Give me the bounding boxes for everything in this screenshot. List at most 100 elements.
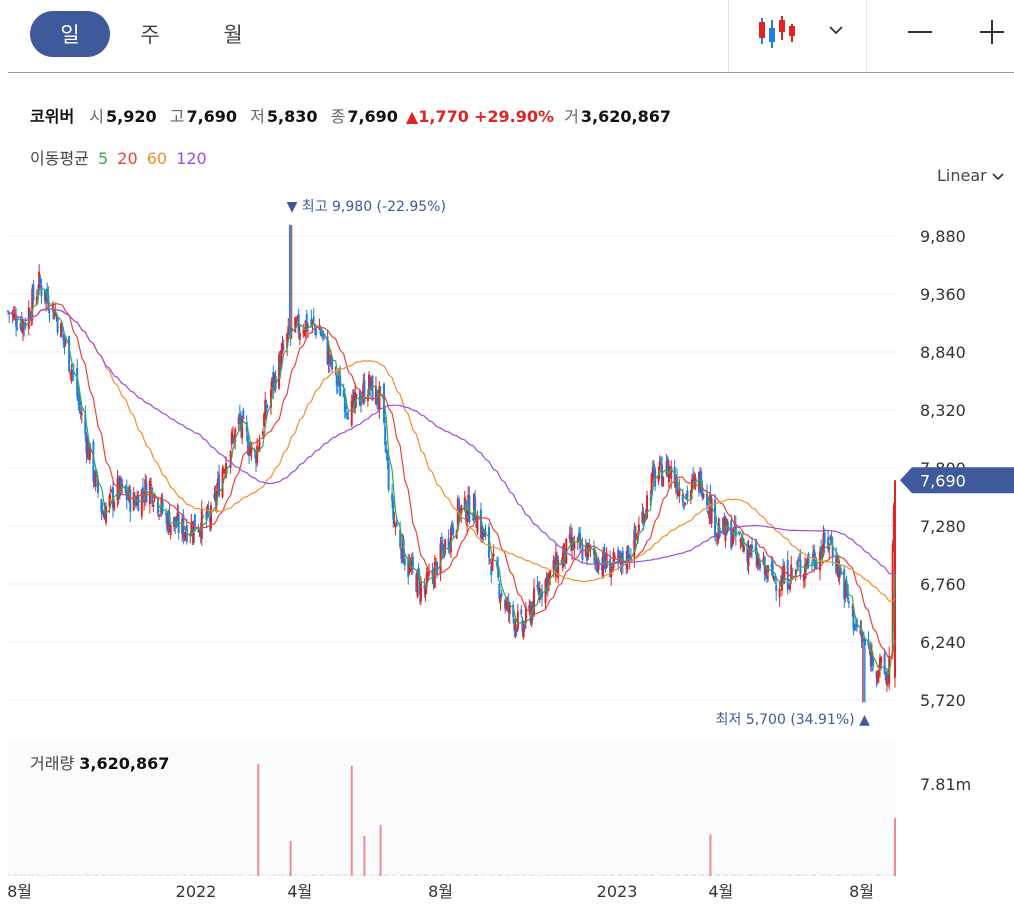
candle-body [643, 514, 646, 521]
candle-body [346, 413, 349, 416]
change-value: 1,770 [418, 107, 469, 126]
candle-body [331, 357, 334, 370]
candle-body [868, 651, 871, 653]
candle-body [53, 309, 56, 320]
candle-body [852, 607, 855, 630]
candle-body [47, 295, 50, 311]
candle-body [508, 603, 511, 614]
x-tick-label: 2022 [176, 882, 217, 901]
candle-body [487, 527, 490, 558]
candle-body [94, 472, 97, 488]
candle-body [418, 579, 421, 595]
candle-body [661, 464, 664, 487]
ma-line-120 [7, 308, 896, 575]
candle-body [506, 600, 509, 608]
candle-body [426, 575, 429, 579]
candle-body [40, 285, 43, 297]
candle-body [118, 478, 121, 497]
candle-body [261, 431, 264, 435]
candle-body [185, 525, 188, 543]
candle-body [85, 436, 88, 454]
ma-120[interactable]: 120 [176, 149, 207, 168]
scale-mode-dropdown[interactable]: Linear [937, 166, 1005, 185]
candle-body [223, 471, 226, 474]
candle-body [143, 500, 146, 502]
candle-body [674, 483, 677, 487]
candle-body [281, 343, 284, 350]
candle-body [72, 372, 75, 375]
chevron-down-icon[interactable] [826, 20, 846, 40]
candle-body [731, 538, 734, 547]
ma-5[interactable]: 5 [97, 149, 109, 168]
candle-body [460, 505, 463, 515]
candlestick-icon[interactable] [756, 14, 796, 50]
candle-body [665, 460, 668, 475]
x-tick-label: 8월 [428, 882, 453, 901]
candle-body [880, 657, 883, 663]
candle-body [463, 496, 466, 510]
candle-body [705, 493, 708, 506]
candle-body [76, 367, 79, 397]
candle-body [689, 490, 692, 499]
candle-body [61, 328, 64, 333]
candle-body [249, 448, 252, 456]
candle-body [343, 395, 346, 413]
candle-body [860, 629, 863, 639]
minus-icon[interactable] [900, 12, 940, 52]
ma-60[interactable]: 60 [146, 149, 168, 168]
candle-body [265, 405, 268, 412]
tab-daily[interactable]: 일 [30, 11, 110, 57]
candle-body [424, 588, 427, 594]
candle-body [415, 574, 418, 592]
candle-body [490, 565, 493, 575]
candle-body [464, 500, 467, 523]
candle-body [144, 479, 147, 497]
tab-weekly[interactable]: 주 [140, 23, 160, 47]
candle-body [670, 467, 673, 479]
candle-body [707, 512, 710, 514]
ma-20[interactable]: 20 [117, 149, 138, 168]
candle-body [836, 558, 839, 574]
candle-body [28, 311, 31, 319]
candle-body [536, 584, 539, 588]
price-chart[interactable]: 9,8809,3608,8408,3207,8007,2806,7606,240… [0, 190, 1014, 909]
candle-body [312, 317, 315, 322]
candle-body [560, 560, 563, 565]
candle-body [827, 537, 830, 550]
candle-body [15, 317, 18, 327]
ma-line-5 [7, 287, 896, 675]
candle-body [410, 560, 413, 570]
candle-body [498, 583, 501, 599]
close-value: 7,690 [347, 107, 398, 126]
candle-body [305, 314, 308, 331]
candle-body [472, 493, 475, 516]
candle-body [644, 510, 647, 513]
candle-body [129, 488, 132, 513]
plus-icon[interactable] [972, 12, 1012, 52]
candle-body [254, 454, 257, 464]
candle-body [523, 626, 526, 629]
candle-body [400, 549, 403, 559]
candle-body [403, 558, 406, 566]
candle-body [457, 499, 460, 520]
tab-monthly[interactable]: 월 [223, 23, 243, 47]
candle-body [319, 327, 322, 335]
candle-body [734, 523, 737, 537]
candle-body [258, 440, 261, 452]
x-tick-label: 8월 [849, 882, 874, 901]
candle-body [859, 630, 862, 634]
candle-body [675, 477, 678, 494]
candle-body [730, 520, 733, 549]
candle-body [70, 369, 73, 375]
y-tick-label: 5,720 [920, 691, 966, 710]
volume-spike-bar [350, 765, 353, 876]
volume-tick-label: 7.81m [920, 775, 971, 794]
current-price-label: 7,690 [920, 471, 966, 490]
candle-body [222, 468, 225, 473]
candle-body [641, 511, 644, 523]
candle-body [342, 390, 345, 397]
candle-body [763, 556, 766, 575]
candle-body [314, 328, 317, 336]
candle-body [311, 320, 314, 325]
candle-body [411, 556, 414, 569]
